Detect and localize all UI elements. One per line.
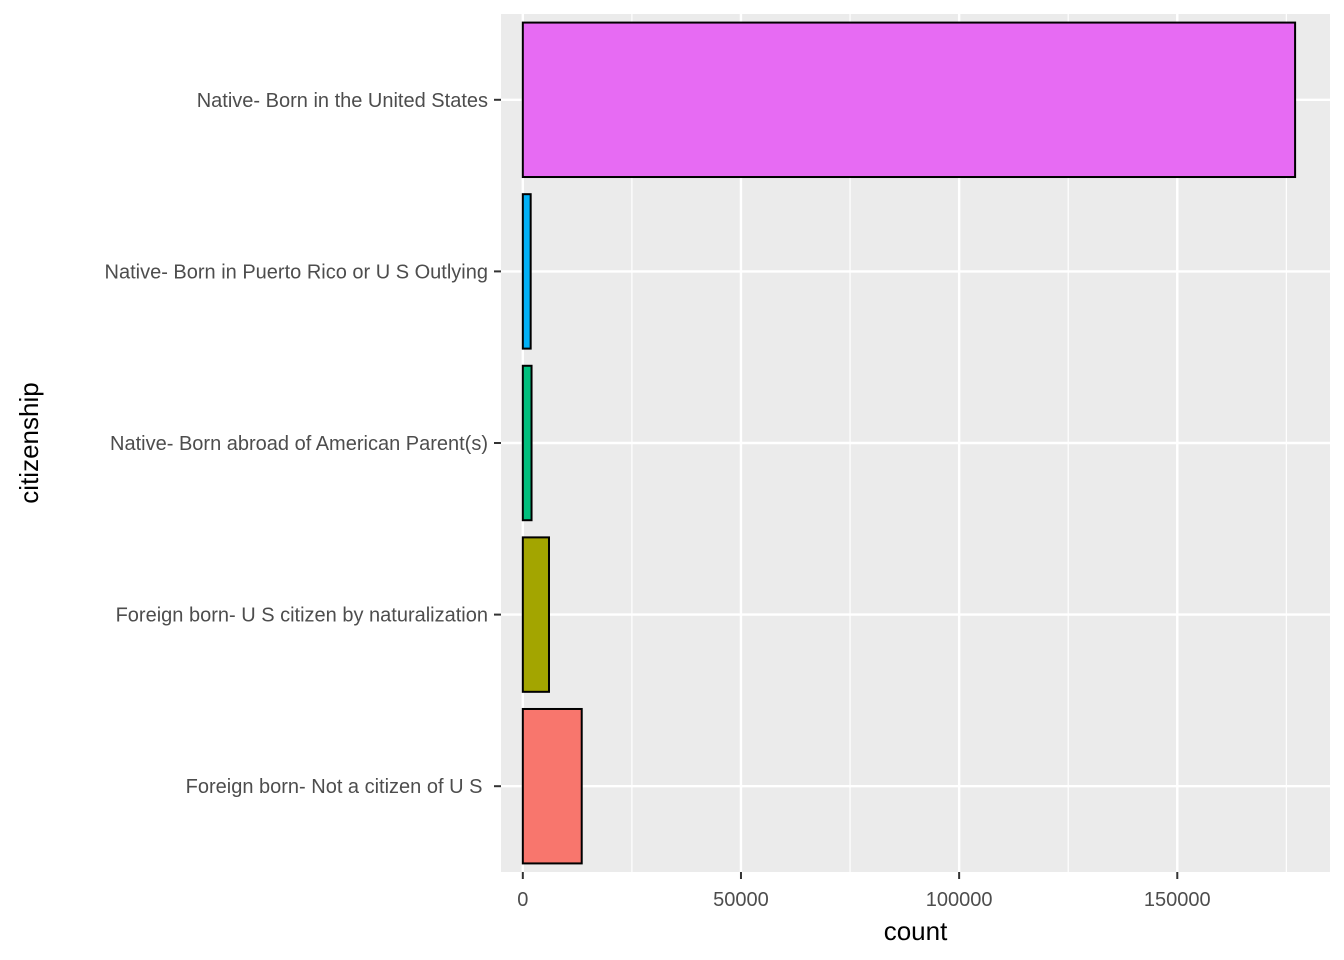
x-tick-label: 50000 (713, 889, 769, 911)
bar (521, 364, 533, 522)
x-tick-label: 150000 (1144, 889, 1211, 911)
bar (521, 536, 550, 693)
x-tick-label: 0 (517, 889, 528, 911)
y-tick-label: Native- Born abroad of American Parent(s… (110, 433, 488, 455)
x-axis-ticks: 0 50000 100000 150000 (517, 872, 1211, 911)
y-axis-ticks: Native- Born in the United States Native-… (105, 90, 501, 798)
x-tick-label: 100000 (926, 889, 993, 911)
bars (521, 21, 1297, 865)
bar (521, 21, 1297, 179)
y-tick-label: Foreign born- Not a citizen of U S (186, 776, 488, 798)
bar (521, 193, 532, 350)
x-axis-title: count (884, 916, 948, 946)
y-tick-label: Native- Born in Puerto Rico or U S Outly… (105, 261, 489, 283)
y-tick-label: Foreign born- U S citizen by naturalizat… (116, 605, 488, 627)
y-axis-title: citizenship (14, 382, 44, 503)
y-tick-label: Native- Born in the United States (197, 90, 488, 112)
bar (521, 707, 583, 865)
